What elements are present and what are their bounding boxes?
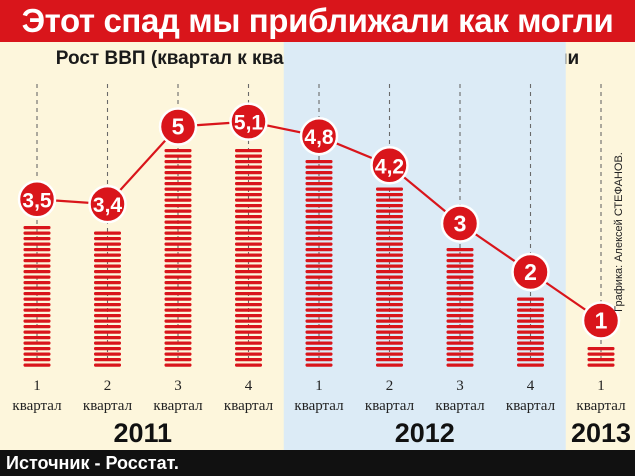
data-label: 3,5	[22, 189, 52, 212]
page-title: Этот спад мы приближали как могли	[0, 0, 635, 42]
svg-text:1: 1	[315, 378, 323, 394]
svg-text:2: 2	[104, 378, 112, 394]
tick-label: 1 квартал	[294, 378, 344, 414]
gdp-chart: 3,5 3,4 5 5,1 4,8 4,2 3 2 1 1 квартал 2 квартал 3 ква…	[12, 42, 631, 450]
year-label: 2011	[113, 418, 172, 448]
value-marker: 3	[440, 204, 480, 243]
tick-label: 2 квартал	[83, 378, 133, 414]
svg-text:квартал: квартал	[435, 398, 485, 414]
svg-text:1: 1	[33, 378, 41, 394]
data-label: 5	[172, 114, 185, 140]
svg-text:4: 4	[245, 378, 253, 394]
value-marker: 3,4	[88, 184, 127, 224]
bar	[94, 231, 121, 367]
value-marker: 3,5	[17, 180, 57, 219]
bar	[376, 187, 403, 367]
data-label: 5,1	[234, 112, 264, 135]
tick-label: 1 квартал	[12, 378, 62, 414]
data-label: 4,8	[304, 126, 334, 149]
svg-text:1: 1	[597, 378, 605, 394]
svg-text:3: 3	[174, 378, 182, 394]
tick-label: 4 квартал	[224, 378, 274, 414]
svg-text:2: 2	[386, 378, 394, 394]
bar	[587, 347, 615, 367]
data-label: 3	[454, 211, 467, 237]
value-marker: 4,8	[299, 116, 339, 156]
tick-label: 3 квартал	[435, 378, 485, 414]
data-label: 1	[595, 308, 608, 334]
year-highlight-band	[283, 42, 566, 450]
bar	[517, 297, 544, 367]
svg-text:квартал: квартал	[365, 398, 415, 414]
svg-text:квартал: квартал	[153, 398, 203, 414]
tick-label: 1 квартал	[576, 378, 626, 414]
svg-text:квартал: квартал	[506, 398, 556, 414]
year-label: 2012	[395, 418, 455, 448]
bar	[23, 226, 51, 367]
bar	[235, 149, 262, 367]
value-marker: 5,1	[229, 102, 268, 141]
bar	[305, 160, 333, 367]
graphics-credit: Графика: Алексей СТЕФАНОВ.	[613, 152, 625, 312]
data-label: 2	[524, 259, 537, 285]
svg-text:квартал: квартал	[12, 398, 62, 414]
svg-text:квартал: квартал	[294, 398, 344, 414]
value-marker: 1	[581, 301, 621, 340]
value-marker: 5	[158, 107, 198, 146]
data-label: 4,2	[375, 155, 404, 178]
bar	[446, 248, 474, 367]
tick-label: 2 квартал	[365, 378, 415, 414]
bar	[164, 149, 192, 367]
year-label: 2013	[571, 418, 631, 448]
tick-label: 4 квартал	[506, 378, 556, 414]
svg-text:4: 4	[527, 378, 535, 394]
value-marker: 4,2	[370, 146, 409, 185]
data-label: 3,4	[93, 194, 123, 217]
svg-text:квартал: квартал	[83, 398, 133, 414]
svg-text:квартал: квартал	[576, 398, 626, 414]
tick-label: 3 квартал	[153, 378, 203, 414]
source-footer: Источник - Росстат.	[0, 450, 635, 476]
svg-text:квартал: квартал	[224, 398, 274, 414]
svg-text:3: 3	[456, 378, 464, 394]
value-marker: 2	[511, 252, 550, 292]
